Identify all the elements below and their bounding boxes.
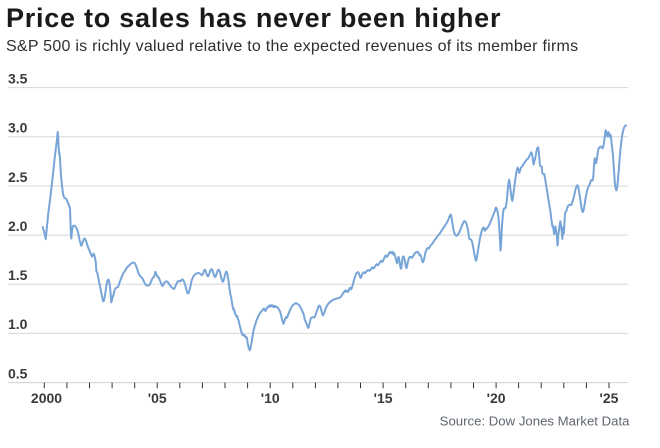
svg-text:'20: '20 [487,390,506,406]
svg-text:0.5: 0.5 [8,365,28,381]
svg-text:1.0: 1.0 [8,316,28,332]
svg-text:Source: Dow Jones Market Data: Source: Dow Jones Market Data [440,414,631,429]
svg-text:'25: '25 [600,390,619,406]
svg-text:'15: '15 [374,390,393,406]
svg-text:2.0: 2.0 [8,218,28,234]
svg-text:3.5: 3.5 [8,70,28,86]
svg-text:2000: 2000 [31,390,62,406]
svg-text:2.5: 2.5 [8,169,28,185]
svg-text:'05: '05 [148,390,167,406]
svg-text:3.0: 3.0 [8,120,28,136]
svg-text:'10: '10 [261,390,280,406]
svg-text:1.5: 1.5 [8,267,28,283]
